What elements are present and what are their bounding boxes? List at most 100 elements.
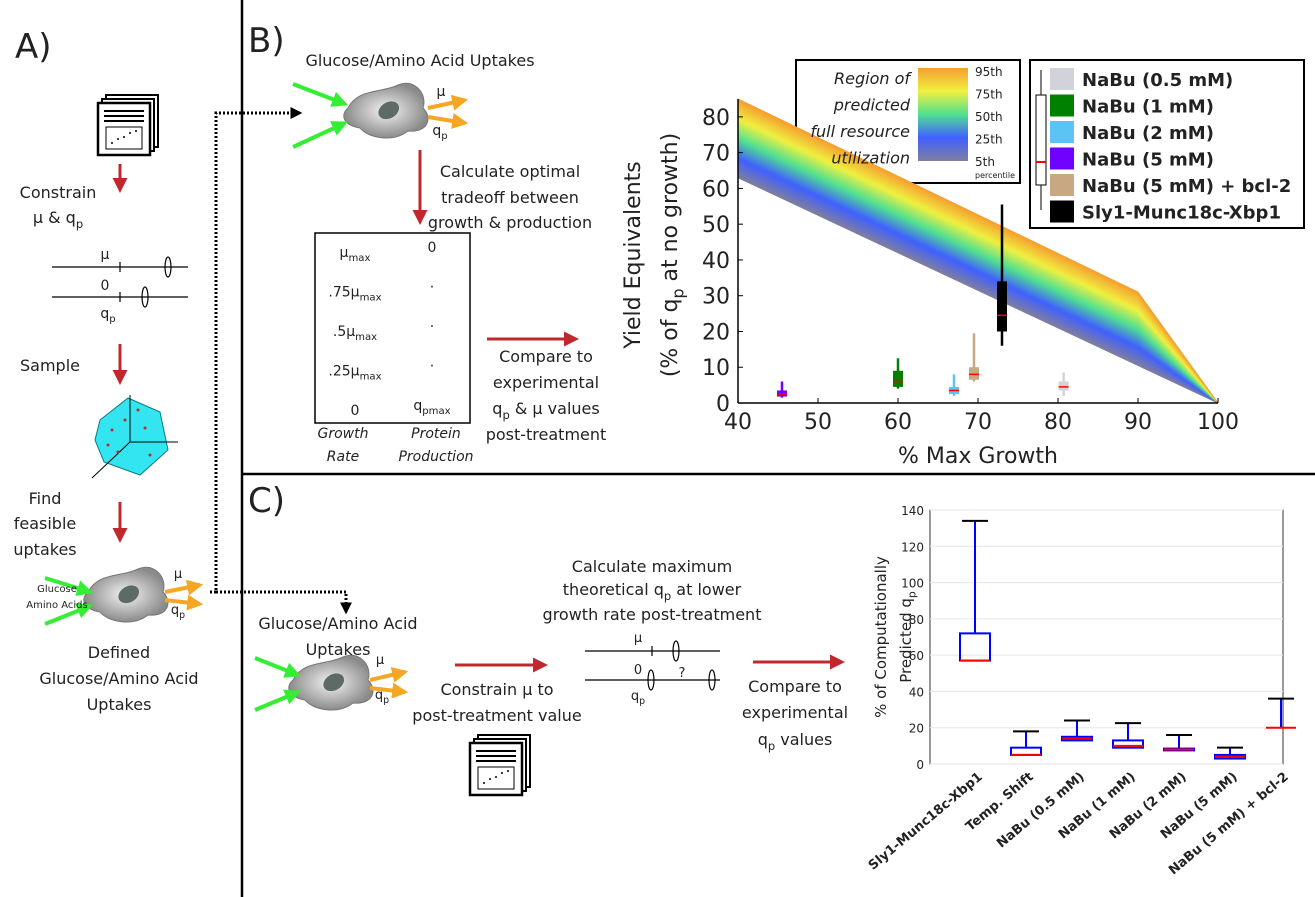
column-label: Rate — [327, 449, 359, 465]
region-upper — [737, 98, 1219, 404]
label: μ — [634, 631, 642, 646]
polytope — [91, 395, 178, 479]
uptake-arrows — [44, 82, 469, 712]
label: qp & μ values — [492, 399, 599, 422]
label: post-treatment — [486, 425, 607, 444]
label-part: q — [375, 688, 383, 703]
label: uptakes — [13, 540, 76, 559]
label: 0 — [101, 278, 110, 294]
label: B) — [248, 21, 285, 61]
x-tick-label: 80 — [1044, 410, 1072, 435]
colorbar — [918, 68, 968, 161]
x-tick-label: 100 — [1197, 410, 1239, 435]
table-cell: · — [430, 319, 434, 335]
label: Uptakes — [306, 640, 371, 659]
y-axis-label: Yield Equivalents — [621, 161, 646, 349]
label: experimental — [493, 373, 599, 392]
label: Glucose/Amino Acid — [39, 669, 198, 688]
layout — [44, 0, 1315, 897]
label-part: p — [639, 696, 645, 707]
box — [959, 632, 991, 662]
legend-glyph — [1035, 70, 1047, 210]
cell — [288, 654, 374, 711]
document-icon — [96, 93, 160, 157]
box — [1058, 381, 1069, 391]
column-label: Protein — [411, 426, 461, 442]
y-axis-label-part: Predicted q — [897, 598, 915, 683]
legend-label: NaBu (5 mM) + bcl-2 — [1082, 176, 1291, 197]
label: growth rate post-treatment — [543, 605, 762, 624]
label: qp — [100, 306, 115, 325]
box — [1112, 739, 1144, 749]
label-part: theoretical q — [563, 580, 664, 599]
label: A) — [15, 27, 52, 67]
colorbar-label: 95th — [975, 65, 1003, 79]
table-cell-part: max — [348, 253, 370, 264]
label: qp — [631, 689, 645, 707]
label: growth & production — [428, 213, 592, 232]
label-part: p — [109, 314, 115, 325]
label: Uptakes — [87, 695, 152, 714]
axis-sketch — [52, 256, 720, 691]
label-part: μ & q — [33, 208, 76, 227]
label: post-treatment value — [412, 706, 581, 725]
legend-title: utilization — [831, 149, 910, 168]
legend-swatch — [1050, 147, 1074, 170]
label-part: q — [432, 123, 441, 139]
y-axis-label-part: p — [669, 288, 688, 298]
y-axis-label: Predicted qp — [897, 591, 919, 683]
table-cell: μmax — [340, 245, 371, 264]
table-cell-part: max — [360, 372, 382, 383]
colorbar-label: 5th — [975, 155, 995, 169]
x-tick-label: NaBu (0.5 mM) — [994, 770, 1087, 852]
y-axis-label: % of Computationally — [872, 556, 890, 718]
label: Amino Acids — [26, 600, 88, 611]
label: qp — [171, 603, 185, 621]
y-tick-label: 70 — [702, 142, 730, 167]
label: μ & qp — [33, 208, 83, 231]
legend-swatch — [1050, 174, 1074, 196]
label: Calculate maximum — [572, 557, 732, 576]
legend-label: NaBu (1 mM) — [1082, 97, 1214, 118]
label-part: at lower — [671, 580, 741, 599]
label-part: q — [171, 603, 179, 618]
label: feasible — [14, 514, 77, 533]
y-tick-label: 40 — [909, 685, 924, 699]
label-part: p — [768, 739, 775, 753]
connectors — [210, 107, 352, 615]
y-tick-label: 40 — [702, 249, 730, 274]
y-tick-label: 20 — [702, 320, 730, 345]
label: C) — [248, 481, 285, 521]
legend-label: NaBu (5 mM) — [1082, 150, 1214, 171]
x-tick-label: 40 — [724, 410, 752, 435]
table-cell: qpmax — [413, 398, 450, 417]
label-part: p — [664, 589, 671, 603]
label: μ — [101, 247, 110, 263]
label: qp values — [758, 730, 833, 753]
y-tick-label: 20 — [909, 722, 924, 736]
y-tick-label: 80 — [909, 613, 924, 627]
table-cell-part: pmax — [422, 406, 450, 417]
table-cell-part: max — [355, 332, 377, 343]
label: Sample — [20, 356, 80, 375]
label-part: p — [179, 610, 185, 621]
legend-title: predicted — [833, 96, 911, 115]
table-cell-part: max — [360, 293, 382, 304]
legend-title: Region of — [834, 69, 912, 88]
cell — [83, 566, 169, 623]
column-label: Growth — [318, 426, 369, 442]
legend-swatch — [1050, 94, 1074, 117]
table-cell-part: q — [413, 398, 422, 414]
label-part: q — [631, 689, 639, 704]
legend-label: NaBu (2 mM) — [1082, 123, 1214, 144]
table-cell: 0 — [351, 403, 360, 419]
y-axis-label: (% of qp at no growth) — [658, 133, 688, 377]
y-tick-label: 140 — [901, 504, 924, 518]
y-tick-label: 0 — [716, 392, 730, 417]
colorbar-label: 75th — [975, 88, 1003, 102]
label-part: p — [502, 408, 509, 422]
process-arrows — [112, 150, 845, 673]
table-cell-part: .75μ — [328, 285, 359, 301]
